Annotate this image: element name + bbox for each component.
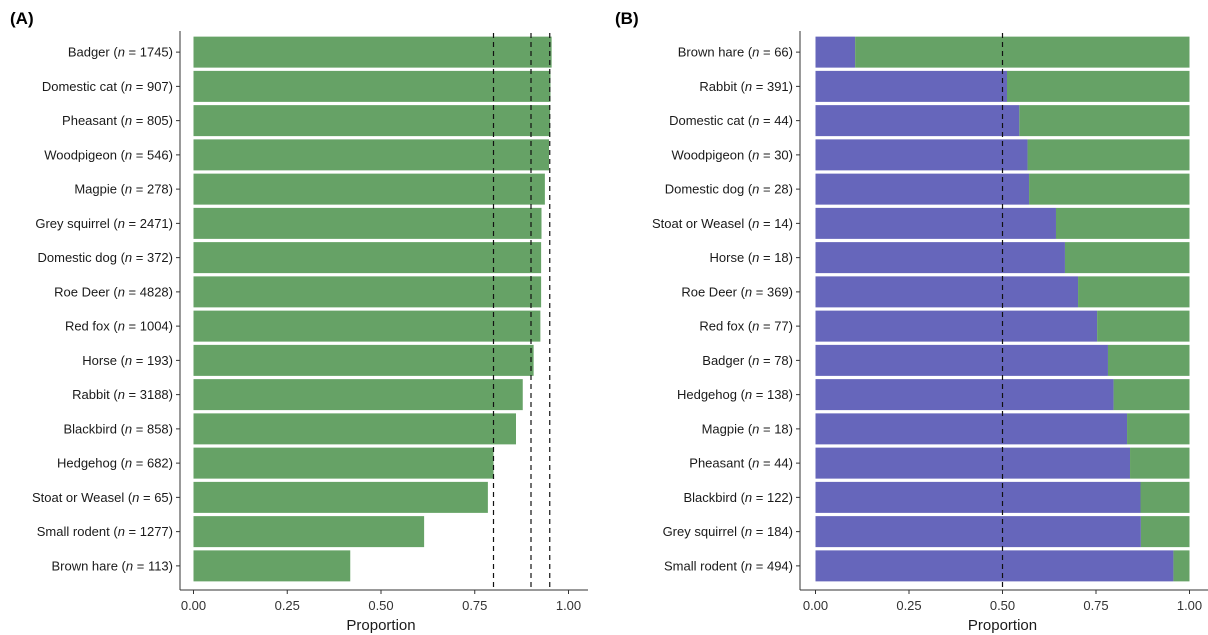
category-label: Blackbird (n = 122) bbox=[684, 490, 794, 505]
category-label: Domestic dog (n = 28) bbox=[665, 182, 793, 197]
category-label: Hedgehog (n = 682) bbox=[57, 456, 173, 471]
bar-secondary bbox=[1064, 242, 1190, 274]
category-label: Roe Deer (n = 369) bbox=[681, 284, 793, 299]
bar-secondary bbox=[1127, 413, 1190, 445]
bar-primary bbox=[193, 70, 551, 102]
bar-secondary bbox=[1055, 207, 1190, 239]
x-axis-title: Proportion bbox=[968, 617, 1037, 634]
bar-primary bbox=[193, 481, 488, 513]
bar-primary bbox=[815, 207, 1056, 239]
bar-primary bbox=[193, 173, 545, 205]
bar-secondary bbox=[1097, 310, 1190, 342]
category-label: Woodpigeon (n = 546) bbox=[44, 147, 173, 162]
bar-primary bbox=[815, 276, 1079, 308]
bar-primary bbox=[815, 70, 1007, 102]
category-label: Rabbit (n = 391) bbox=[699, 79, 793, 94]
bar-secondary bbox=[1029, 173, 1190, 205]
panel-b: (B) Brown hare (n = 66) Rabbit (n = 391) Do… bbox=[615, 9, 1208, 634]
category-label: Stoat or Weasel (n = 14) bbox=[652, 216, 793, 231]
bar-secondary bbox=[1027, 139, 1190, 171]
bar-primary bbox=[193, 344, 534, 376]
category-label: Pheasant (n = 44) bbox=[689, 456, 793, 471]
category-label: Woodpigeon (n = 30) bbox=[671, 147, 793, 162]
bar-primary bbox=[193, 242, 542, 274]
x-tick-label: 0.50 bbox=[990, 598, 1015, 613]
bar-primary bbox=[815, 310, 1098, 342]
bar-secondary bbox=[855, 36, 1190, 68]
bar-secondary bbox=[1140, 516, 1190, 548]
category-label: Horse (n = 193) bbox=[82, 353, 173, 368]
category-label: Horse (n = 18) bbox=[710, 250, 793, 265]
bar-primary bbox=[815, 36, 856, 68]
panel-label: (B) bbox=[615, 9, 639, 28]
category-label: Magpie (n = 278) bbox=[74, 182, 173, 197]
x-tick-label: 1.00 bbox=[556, 598, 581, 613]
x-tick-label: 0.25 bbox=[896, 598, 921, 613]
category-label: Magpie (n = 18) bbox=[702, 421, 793, 436]
category-label: Brown hare (n = 113) bbox=[51, 558, 173, 573]
category-label: Badger (n = 78) bbox=[702, 353, 793, 368]
bar-primary bbox=[193, 413, 516, 445]
bar-primary bbox=[815, 139, 1028, 171]
bar-primary bbox=[815, 481, 1141, 513]
bar-primary bbox=[815, 379, 1114, 411]
category-label: Badger (n = 1745) bbox=[68, 45, 173, 60]
bar-primary bbox=[193, 105, 551, 137]
x-tick-label: 0.00 bbox=[803, 598, 828, 613]
bar-primary bbox=[815, 105, 1020, 137]
x-tick-label: 0.75 bbox=[462, 598, 487, 613]
x-tick-label: 1.00 bbox=[1177, 598, 1202, 613]
bar-primary bbox=[193, 139, 549, 171]
bar-primary bbox=[815, 242, 1065, 274]
x-tick-label: 0.00 bbox=[181, 598, 206, 613]
category-label: Hedgehog (n = 138) bbox=[677, 387, 793, 402]
bar-primary bbox=[815, 550, 1174, 582]
category-label: Domestic cat (n = 907) bbox=[42, 79, 173, 94]
category-label: Grey squirrel (n = 184) bbox=[663, 524, 793, 539]
category-label: Red fox (n = 1004) bbox=[65, 319, 173, 334]
category-label: Pheasant (n = 805) bbox=[62, 113, 173, 128]
category-label: Stoat or Weasel (n = 65) bbox=[32, 490, 173, 505]
category-label: Domestic cat (n = 44) bbox=[669, 113, 793, 128]
bar-secondary bbox=[1078, 276, 1190, 308]
bar-secondary bbox=[1019, 105, 1190, 137]
bar-primary bbox=[193, 379, 523, 411]
category-label: Blackbird (n = 858) bbox=[64, 421, 174, 436]
bar-secondary bbox=[1140, 481, 1190, 513]
bar-primary bbox=[193, 207, 542, 239]
bar-primary bbox=[815, 516, 1141, 548]
bar-primary bbox=[815, 173, 1030, 205]
bar-primary bbox=[193, 447, 494, 479]
bar-primary bbox=[815, 413, 1128, 445]
bar-primary bbox=[193, 36, 552, 68]
category-label: Grey squirrel (n = 2471) bbox=[35, 216, 173, 231]
bar-secondary bbox=[1130, 447, 1190, 479]
x-tick-label: 0.25 bbox=[275, 598, 300, 613]
panel-a: (A) Badger (n = 1745) Domestic cat (n = 90… bbox=[10, 9, 588, 634]
bar-secondary bbox=[1107, 344, 1190, 376]
category-label: Small rodent (n = 494) bbox=[664, 558, 793, 573]
bar-primary bbox=[815, 344, 1108, 376]
x-tick-label: 0.50 bbox=[368, 598, 393, 613]
bar-secondary bbox=[1006, 70, 1190, 102]
bar-secondary bbox=[1113, 379, 1190, 411]
bar-primary bbox=[193, 310, 541, 342]
category-label: Rabbit (n = 3188) bbox=[72, 387, 173, 402]
category-label: Domestic dog (n = 372) bbox=[38, 250, 174, 265]
category-label: Red fox (n = 77) bbox=[699, 319, 793, 334]
bar-primary bbox=[193, 550, 351, 582]
bar-primary bbox=[193, 276, 542, 308]
category-label: Roe Deer (n = 4828) bbox=[54, 284, 173, 299]
bar-primary bbox=[193, 516, 425, 548]
x-tick-label: 0.75 bbox=[1083, 598, 1108, 613]
category-label: Small rodent (n = 1277) bbox=[37, 524, 173, 539]
x-axis-title: Proportion bbox=[346, 617, 415, 634]
panel-label: (A) bbox=[10, 9, 34, 28]
category-label: Brown hare (n = 66) bbox=[678, 45, 793, 60]
bar-primary bbox=[815, 447, 1131, 479]
bar-secondary bbox=[1173, 550, 1190, 582]
